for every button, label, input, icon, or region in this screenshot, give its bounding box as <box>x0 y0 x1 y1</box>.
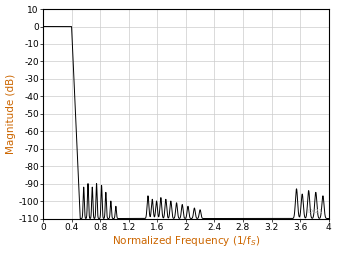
Y-axis label: Magnitude (dB): Magnitude (dB) <box>5 74 16 154</box>
Text: LX21: LX21 <box>307 209 323 214</box>
X-axis label: Normalized Frequency (1/f$_S$): Normalized Frequency (1/f$_S$) <box>112 234 260 248</box>
